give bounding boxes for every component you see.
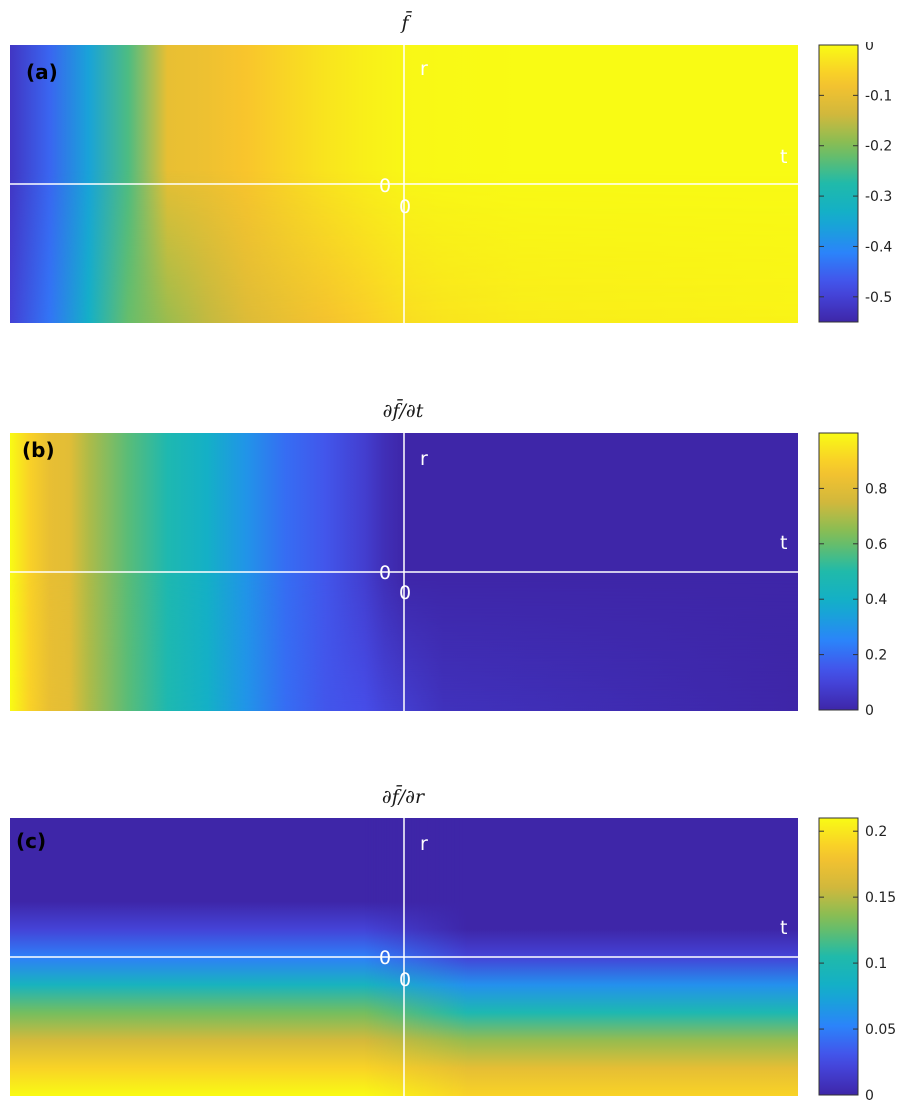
panel-b-heatmap: (b) r t 0 0: [10, 433, 798, 711]
panel-a-title: f̄: [401, 12, 409, 34]
panel-c-origin-y-label: 0: [399, 969, 411, 991]
panel-a-colorbar-scale: [818, 44, 859, 323]
panel-c-title: ∂f̄/∂r: [381, 786, 425, 808]
colorbar-tick-label: 0.2: [865, 648, 887, 664]
panel-b-label: (b): [22, 438, 55, 462]
panel-c-label: (c): [16, 829, 46, 853]
panel-a-label: (a): [26, 60, 58, 84]
colorbar-tick-label: -0.2: [865, 139, 892, 155]
panel-c-colorbar-scale: [818, 817, 859, 1096]
panel-b-colorbar-scale: [818, 432, 859, 711]
panel-b-t-label: t: [780, 532, 787, 554]
colorbar-tick-label: -0.3: [865, 189, 892, 205]
colorbar-tick-label: -0.4: [865, 239, 892, 255]
panel-c-r-label: r: [420, 833, 428, 855]
colorbar-tick-label: 0.6: [865, 537, 887, 553]
colorbar-tick-label: 0.1: [865, 956, 887, 972]
panel-c-colorbar: 0.2 0.15 0.1 0.05 0: [818, 817, 896, 1100]
panel-a-origin-x-label: 0: [379, 175, 391, 197]
colorbar-tick-label: 0.4: [865, 592, 887, 608]
colorbar-tick-label: -0.5: [865, 290, 892, 306]
colorbar-tick-label: 0.05: [865, 1022, 896, 1038]
colorbar-tick-label: 0: [865, 1088, 874, 1100]
colorbar-tick-label: -0.1: [865, 88, 892, 104]
colorbar-tick-label: 0.15: [865, 890, 896, 906]
panel-c-heatmap: (c) r t 0 0: [10, 818, 798, 1096]
panel-b-origin-x-label: 0: [379, 562, 391, 584]
panel-b-title: ∂f̄/∂t: [382, 400, 424, 422]
colorbar-tick-label: 0.8: [865, 481, 887, 497]
panel-c-t-label: t: [780, 917, 787, 939]
panel-a-t-label: t: [780, 146, 787, 168]
panel-b-r-label: r: [420, 448, 428, 470]
panel-a-heatmap: (a) r t 0 0: [10, 45, 798, 323]
panel-c-origin-x-label: 0: [379, 947, 391, 969]
panel-a-r-label: r: [420, 58, 428, 80]
colorbar-tick-label: 0: [865, 703, 874, 715]
colorbar-tick-label: 0: [865, 42, 874, 54]
panel-b-origin-y-label: 0: [399, 582, 411, 604]
panel-a-colorbar: 0 -0.1 -0.2 -0.3 -0.4 -0.5: [818, 42, 892, 323]
panel-b-colorbar: 0 0.2 0.4 0.6 0.8: [818, 432, 887, 715]
panel-a-origin-y-label: 0: [399, 196, 411, 218]
colorbar-tick-label: 0.2: [865, 824, 887, 840]
